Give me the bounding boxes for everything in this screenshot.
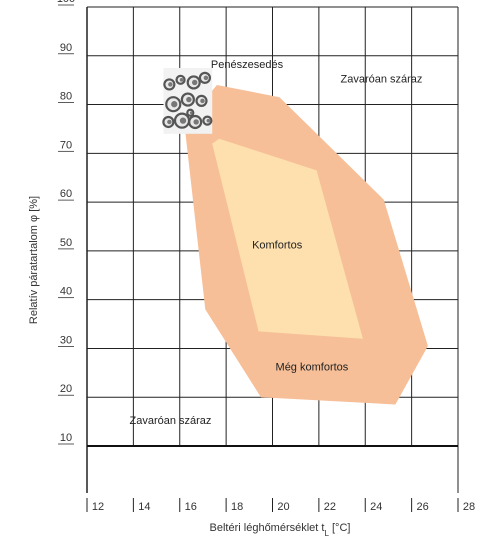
mold-spot-core bbox=[186, 96, 192, 103]
annotation-label: Zavaróan száraz bbox=[341, 74, 423, 86]
x-tick-label: 28 bbox=[463, 501, 475, 513]
mold-spot-core bbox=[200, 98, 205, 104]
mold-photo bbox=[162, 67, 213, 134]
mold-spot-core bbox=[179, 117, 187, 124]
x-tick-label: 12 bbox=[92, 501, 104, 513]
y-tick-label: 20 bbox=[60, 383, 72, 395]
y-tick-label: 40 bbox=[60, 286, 72, 298]
y-tick-label: 60 bbox=[60, 188, 72, 200]
mold-spot-core bbox=[192, 79, 198, 86]
y-axis-label: Relatív páratartalom φ [%] bbox=[28, 196, 40, 324]
x-tick-label: 18 bbox=[231, 501, 243, 513]
annotation-label: Penészesedés bbox=[211, 59, 284, 71]
mold-spot-core bbox=[189, 111, 193, 115]
y-tick-label: 70 bbox=[60, 139, 72, 151]
x-tick-label: 20 bbox=[277, 501, 289, 513]
annotations: Penészesedés Zavaróan száraz Komfortos Még … bbox=[130, 59, 423, 427]
mold-spot-core bbox=[168, 82, 173, 87]
x-axis-label: Beltéri léghőmérséklet tL [°C] bbox=[210, 522, 351, 538]
x-tick-label: 24 bbox=[370, 501, 382, 513]
x-tick-label: 16 bbox=[185, 501, 197, 513]
axes bbox=[86, 6, 459, 512]
x-tick-label: 14 bbox=[138, 501, 150, 513]
mold-spot-core bbox=[193, 119, 199, 125]
annotation-label: Még komfortos bbox=[276, 361, 349, 373]
mold-spot-core bbox=[203, 75, 209, 81]
mold-spot-core bbox=[206, 118, 211, 123]
x-tick-label: 22 bbox=[324, 501, 336, 513]
x-tick-label: 26 bbox=[417, 501, 429, 513]
mold-spot-core bbox=[179, 78, 184, 82]
tick-labels: 10 20 30 40 50 60 70 80 90 100 12 14 16 18 20 22 24 26 28 bbox=[57, 0, 475, 513]
area-komfortos bbox=[212, 138, 363, 339]
comfort-areas bbox=[184, 85, 428, 405]
y-tick-label: 10 bbox=[60, 432, 72, 444]
y-tick-label: 90 bbox=[60, 42, 72, 54]
annotation-label: Zavaróan száraz bbox=[130, 415, 212, 427]
annotation-label: Komfortos bbox=[252, 239, 303, 251]
mold-spot-core bbox=[171, 101, 178, 108]
mold-spot-core bbox=[167, 119, 172, 125]
y-tick-label: 80 bbox=[60, 91, 72, 103]
y-tick-label: 30 bbox=[60, 334, 72, 346]
y-tick-label: 50 bbox=[60, 237, 72, 249]
y-tick-label: 100 bbox=[57, 0, 75, 5]
